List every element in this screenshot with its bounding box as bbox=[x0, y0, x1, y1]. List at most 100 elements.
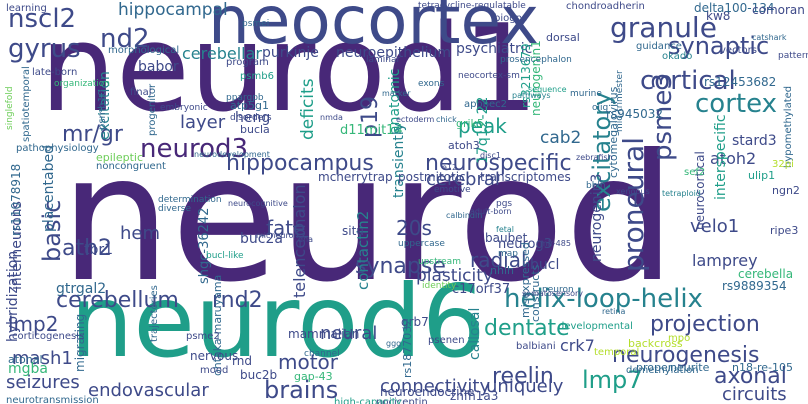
cloud-word: znfn1a3 bbox=[450, 389, 499, 403]
cloud-word: motor bbox=[278, 350, 339, 374]
cloud-word: apobec2 bbox=[464, 99, 507, 110]
cloud-word: stard3 bbox=[732, 133, 777, 149]
cloud-word: murine bbox=[570, 89, 602, 99]
cloud-word: tetraploid bbox=[662, 189, 701, 198]
cloud-word: tetracycline-regulatable bbox=[418, 1, 526, 11]
cloud-word: seizures bbox=[6, 372, 80, 393]
cloud-word: neurocognitive bbox=[228, 199, 288, 208]
cloud-word: crk7 bbox=[560, 336, 595, 355]
cloud-word: olig bbox=[592, 103, 609, 113]
cloud-word: identity bbox=[422, 281, 457, 291]
cloud-word: final bbox=[130, 87, 152, 98]
cloud-word: atoh3 bbox=[448, 139, 480, 152]
cloud-word: baubet bbox=[485, 231, 528, 245]
cloud-word: neuroendocrine bbox=[380, 385, 475, 399]
cloud-word: endovascular bbox=[88, 380, 209, 401]
cloud-word: nervous bbox=[190, 349, 239, 363]
cloud-word: purkinje bbox=[262, 45, 319, 61]
cloud-word: bhlh bbox=[586, 181, 606, 191]
cloud-word: connectivity bbox=[380, 376, 491, 397]
cloud-word: high-capacity bbox=[334, 397, 402, 404]
cloud-word: calbindin bbox=[446, 211, 483, 220]
cloud-word: organization bbox=[54, 79, 110, 89]
cloud-word: demethylation bbox=[626, 365, 699, 376]
cloud-word: exons bbox=[418, 79, 445, 89]
cloud-word: hybridization bbox=[5, 250, 21, 342]
cloud-word: comoran bbox=[752, 3, 805, 17]
cloud-word: okado bbox=[662, 51, 693, 62]
cloud-word: neurod bbox=[60, 118, 676, 321]
cloud-word: psmb6 bbox=[240, 71, 275, 82]
cloud-word: ath2 bbox=[62, 236, 113, 261]
cloud-word: backcross bbox=[628, 337, 683, 350]
cloud-word: placentabed bbox=[41, 145, 57, 232]
cloud-word: mid-trimester bbox=[615, 70, 625, 132]
cloud-word: diverse bbox=[158, 204, 192, 214]
cloud-word: interspecific bbox=[713, 114, 729, 200]
cloud-word: nd2 bbox=[100, 24, 150, 54]
cloud-word: cerebella bbox=[738, 267, 794, 281]
cloud-word: marker bbox=[382, 89, 411, 98]
cloud-word: lmp7 bbox=[582, 366, 643, 394]
cloud-word: psychiatric bbox=[456, 41, 533, 57]
cloud-word: atoh2 bbox=[710, 149, 757, 168]
cloud-word: grik5 bbox=[456, 117, 484, 130]
cloud-word: chick bbox=[436, 115, 457, 124]
cloud-word: cab2 bbox=[540, 128, 582, 148]
cloud-word: gtrgal2 bbox=[56, 281, 107, 297]
cloud-word: patterns bbox=[778, 51, 808, 61]
cloud-word: embryonic bbox=[160, 103, 208, 113]
cloud-word: zebrafish bbox=[576, 153, 613, 162]
cloud-word: catshark bbox=[752, 33, 787, 42]
cloud-word: guidance bbox=[636, 41, 682, 52]
cloud-word: fetal bbox=[496, 225, 514, 234]
cloud-word: buc2b bbox=[240, 368, 278, 382]
cloud-word: neurod3 bbox=[140, 134, 249, 164]
cloud-word: prosencephalon bbox=[500, 55, 572, 65]
cloud-word: ectoderm bbox=[396, 115, 435, 124]
cloud-word: micneuron bbox=[256, 231, 299, 240]
cloud-word: hippocampal bbox=[118, 0, 228, 20]
cloud-word: bucla bbox=[240, 123, 270, 136]
cloud-word: neurod1 bbox=[40, 0, 539, 139]
cloud-word: upstream bbox=[418, 257, 461, 267]
cloud-word: axonal bbox=[714, 364, 787, 389]
cloud-word: vectors bbox=[720, 45, 757, 56]
cloud-word: neurospecific bbox=[425, 151, 572, 176]
cloud-word: cerebellar bbox=[182, 44, 262, 63]
cloud-word: nscl2 bbox=[8, 4, 77, 34]
cloud-word: cortical bbox=[640, 66, 736, 96]
cloud-word: emotive bbox=[434, 185, 471, 195]
cloud-word: peak bbox=[458, 114, 507, 138]
cloud-word: pathways bbox=[512, 91, 551, 100]
cloud-word: rs12453682 bbox=[704, 75, 777, 89]
cloud-word: rs945032 bbox=[606, 107, 663, 121]
cloud-word: chondroadherin bbox=[566, 1, 645, 12]
cloud-word: circuits bbox=[722, 384, 787, 404]
cloud-word: synaptic bbox=[668, 32, 770, 60]
cloud-word: synapse bbox=[355, 254, 446, 279]
cloud-word: hypomethylated bbox=[783, 85, 794, 168]
cloud-word: psenen bbox=[428, 335, 465, 346]
cloud-word: neurotransmission bbox=[6, 395, 99, 404]
cloud-word: sef2 bbox=[684, 167, 706, 178]
cloud-word: epileptic bbox=[96, 151, 144, 164]
cloud-word: atonal bbox=[8, 353, 43, 366]
cloud-word: learning bbox=[6, 3, 47, 14]
cloud-word: temporal bbox=[594, 347, 640, 358]
cloud-word: 32pi bbox=[772, 159, 794, 170]
cloud-word: cerebral bbox=[426, 169, 500, 190]
cloud-word: granule bbox=[610, 11, 717, 44]
cloud-word: shgc-36242 bbox=[197, 207, 212, 284]
cloud-word: d11mit14 bbox=[340, 123, 403, 138]
cloud-word: rs11078918 bbox=[9, 163, 23, 236]
cloud-word: mash1 bbox=[12, 348, 73, 369]
cloud-word: mammalian bbox=[288, 327, 360, 341]
cloud-word: spatiotemporal bbox=[21, 66, 32, 142]
cloud-word: lmp2 bbox=[8, 312, 59, 336]
cloud-word: neurite bbox=[670, 361, 710, 374]
cloud-word: late-born bbox=[32, 67, 78, 78]
cloud-word: nmda bbox=[320, 113, 343, 122]
cloud-word: projection bbox=[650, 312, 760, 337]
cloud-word: nhlh bbox=[490, 264, 514, 277]
